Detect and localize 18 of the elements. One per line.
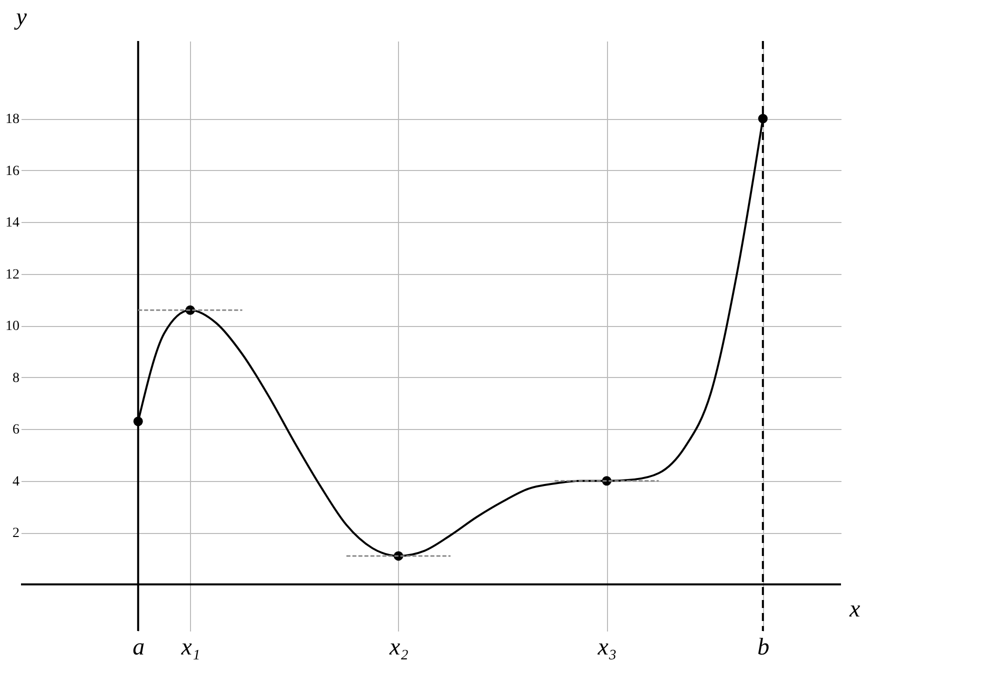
y-tick-label: 14 — [6, 216, 20, 231]
x-tick-label: x₁ — [180, 634, 200, 660]
y-tick-label: 18 — [6, 112, 20, 128]
y-tick-label: 16 — [6, 164, 20, 179]
y-tick-label: 12 — [6, 267, 20, 282]
x-tick-label: x₂ — [388, 634, 408, 660]
point — [758, 114, 768, 124]
x-axis-title: x — [848, 596, 860, 622]
point — [133, 416, 143, 426]
y-tick-label: 6 — [12, 422, 20, 438]
x-tick-label: x₃ — [596, 634, 617, 660]
y-tick-label: 8 — [12, 370, 20, 386]
y-tick-label: 10 — [6, 319, 20, 334]
y-tick-label: 4 — [12, 474, 20, 490]
x-tick-label: a — [132, 634, 145, 660]
y-tick-label: 2 — [12, 526, 20, 542]
y-axis-title: y — [14, 4, 28, 30]
x-tick-label: b — [757, 634, 770, 660]
